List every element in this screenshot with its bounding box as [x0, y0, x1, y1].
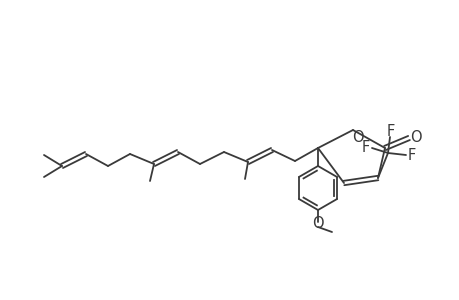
Text: O: O — [312, 217, 323, 232]
Text: F: F — [361, 140, 369, 154]
Text: F: F — [386, 124, 394, 139]
Text: O: O — [409, 130, 421, 145]
Text: F: F — [407, 148, 415, 163]
Text: O: O — [352, 130, 363, 146]
